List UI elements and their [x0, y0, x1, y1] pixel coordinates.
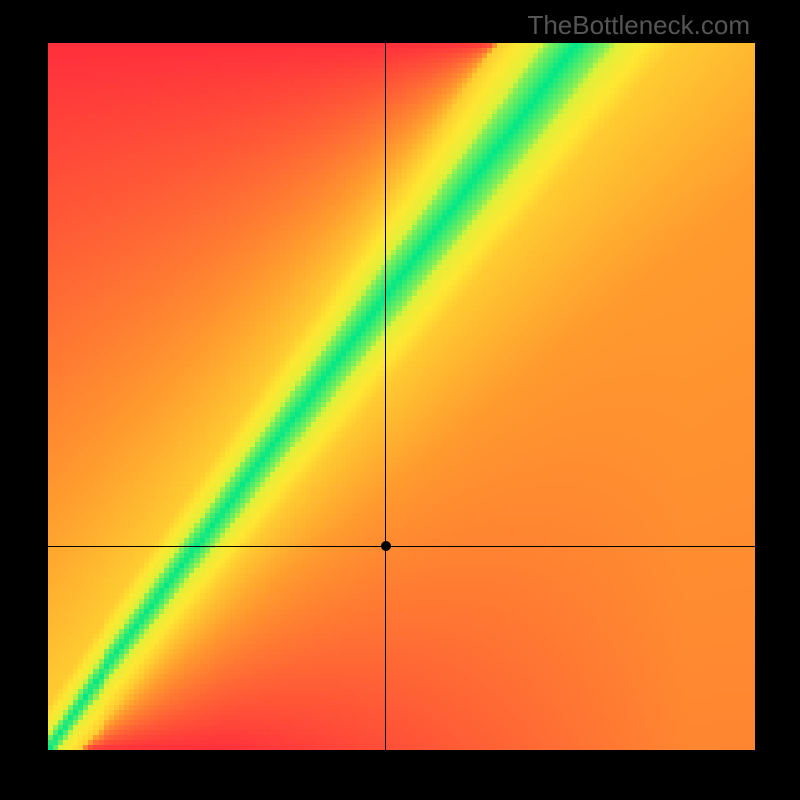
bottleneck-heatmap — [48, 43, 755, 750]
crosshair-vertical — [385, 43, 386, 750]
chart-container: TheBottleneck.com — [0, 0, 800, 800]
crosshair-horizontal — [48, 546, 755, 547]
watermark-text: TheBottleneck.com — [527, 10, 750, 41]
